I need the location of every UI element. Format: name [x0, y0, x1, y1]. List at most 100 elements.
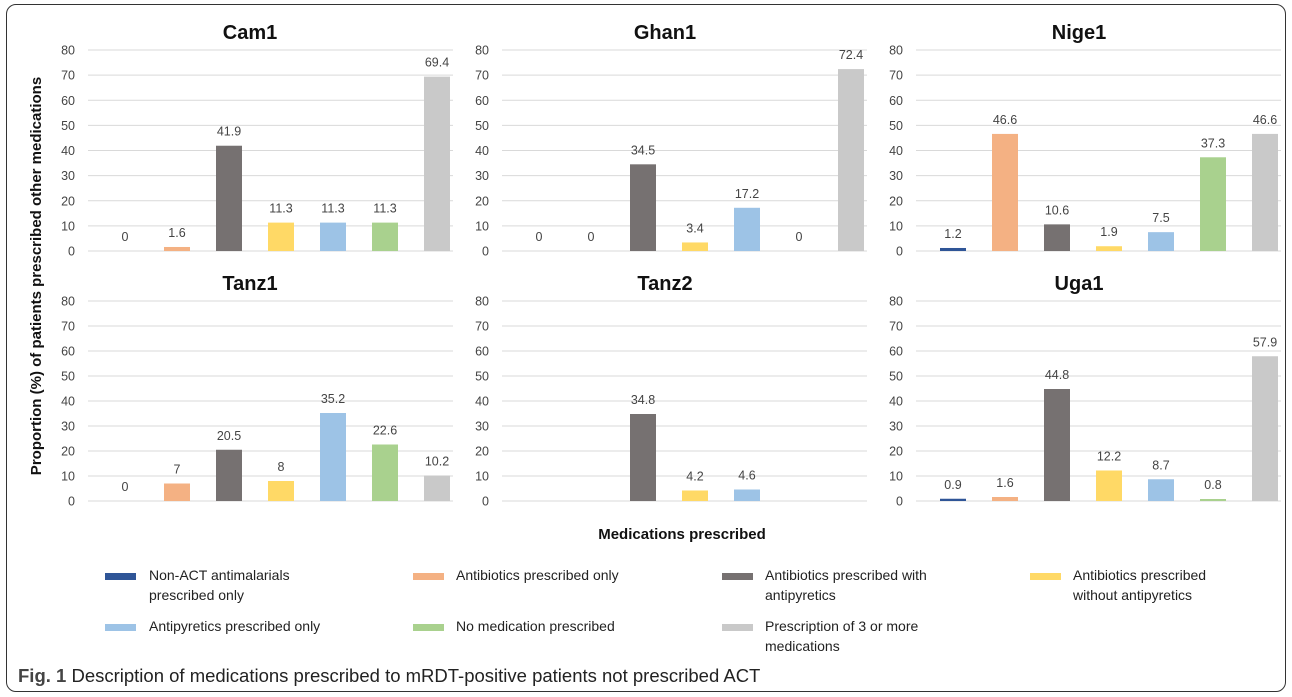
y-tick-label: 50	[889, 370, 903, 384]
y-tick-label: 30	[889, 420, 903, 434]
legend-swatch	[722, 573, 753, 580]
caption-label: Fig. 1	[18, 665, 67, 686]
data-label: 12.2	[1097, 450, 1121, 464]
data-label: 37.3	[1201, 136, 1225, 150]
y-tick-label: 70	[889, 69, 903, 83]
bar-cam1-6	[372, 222, 398, 251]
legend-label: Antibiotics prescribed only	[456, 567, 619, 583]
y-tick-label: 80	[475, 295, 489, 309]
data-label: 4.2	[686, 470, 703, 484]
data-label: 72.4	[839, 48, 863, 62]
data-label: 69.4	[425, 56, 449, 70]
y-tick-label: 50	[475, 370, 489, 384]
legend-swatch	[1030, 573, 1061, 580]
y-tick-label: 0	[482, 245, 489, 259]
y-tick-label: 80	[889, 44, 903, 58]
y-tick-label: 50	[61, 119, 75, 133]
legend-label: antipyretics	[765, 587, 836, 603]
bar-cam1-4	[268, 222, 294, 251]
y-tick-label: 0	[482, 495, 489, 509]
legend-label: Antipyretics prescribed only	[149, 618, 320, 634]
data-label: 1.6	[996, 476, 1013, 490]
bar-ghan1-7	[838, 69, 864, 251]
bar-tanz1-6	[372, 444, 398, 501]
data-label: 0.9	[944, 478, 961, 492]
y-tick-label: 70	[61, 320, 75, 334]
y-tick-label: 30	[475, 169, 489, 183]
y-tick-label: 10	[889, 470, 903, 484]
data-label: 20.5	[217, 429, 241, 443]
panel-title-uga1: Uga1	[1055, 273, 1104, 295]
data-label: 0.8	[1204, 478, 1221, 492]
y-tick-label: 70	[475, 69, 489, 83]
bar-uga1-1	[940, 498, 966, 501]
y-tick-label: 50	[889, 119, 903, 133]
legend-swatch	[105, 573, 136, 580]
y-tick-label: 10	[475, 470, 489, 484]
data-label: 34.5	[631, 143, 655, 157]
data-label: 4.6	[738, 469, 755, 483]
bar-ghan1-3	[630, 164, 656, 251]
y-tick-label: 10	[61, 219, 75, 233]
bar-cam1-5	[320, 222, 346, 251]
data-label: 0	[122, 230, 129, 244]
data-label: 44.8	[1045, 368, 1069, 382]
bar-tanz2-4	[682, 490, 708, 501]
y-tick-label: 10	[475, 219, 489, 233]
bar-tanz1-7	[424, 475, 450, 501]
panel-title-ghan1: Ghan1	[634, 22, 696, 44]
legend-swatch	[722, 624, 753, 631]
legend-label: Antibiotics prescribed with	[765, 567, 927, 583]
data-label: 0	[588, 230, 595, 244]
bar-uga1-2	[992, 497, 1018, 501]
bar-cam1-7	[424, 76, 450, 251]
y-tick-label: 60	[475, 345, 489, 359]
y-tick-label: 40	[889, 144, 903, 158]
data-label: 11.3	[321, 202, 344, 216]
panel-title-tanz1: Tanz1	[222, 273, 277, 295]
y-tick-label: 10	[889, 219, 903, 233]
data-label: 34.8	[631, 393, 655, 407]
data-label: 1.9	[1100, 225, 1117, 239]
y-tick-label: 40	[61, 144, 75, 158]
bar-nige1-2	[992, 133, 1018, 251]
y-tick-label: 70	[475, 320, 489, 334]
data-label: 8.7	[1152, 458, 1169, 472]
data-label: 11.3	[373, 202, 396, 216]
figure-caption: Fig. 1 Description of medications prescr…	[18, 665, 760, 687]
bar-tanz2-5	[734, 489, 760, 501]
y-tick-label: 60	[889, 345, 903, 359]
y-tick-label: 10	[61, 470, 75, 484]
y-tick-label: 20	[889, 194, 903, 208]
bar-tanz1-4	[268, 481, 294, 501]
bar-ghan1-4	[682, 242, 708, 251]
data-label: 35.2	[321, 392, 345, 406]
bar-uga1-3	[1044, 389, 1070, 501]
y-tick-label: 20	[889, 445, 903, 459]
data-label: 46.6	[993, 113, 1017, 127]
bar-ghan1-5	[734, 207, 760, 251]
y-tick-label: 30	[889, 169, 903, 183]
y-tick-label: 20	[61, 445, 75, 459]
y-tick-label: 40	[889, 395, 903, 409]
bar-tanz1-5	[320, 413, 346, 501]
data-label: 3.4	[686, 221, 703, 235]
y-tick-label: 0	[68, 495, 75, 509]
data-label: 0	[122, 480, 129, 494]
legend-label: Non-ACT antimalarials	[149, 567, 290, 583]
bar-cam1-3	[216, 145, 242, 251]
y-tick-label: 60	[61, 345, 75, 359]
data-label: 22.6	[373, 424, 397, 438]
y-tick-label: 40	[475, 395, 489, 409]
y-tick-label: 30	[61, 169, 75, 183]
data-label: 0	[796, 230, 803, 244]
data-label: 7	[174, 463, 181, 477]
y-tick-label: 60	[475, 94, 489, 108]
data-label: 46.6	[1253, 113, 1277, 127]
data-label: 7.5	[1152, 211, 1169, 225]
bar-nige1-4	[1096, 246, 1122, 251]
y-tick-label: 60	[889, 94, 903, 108]
bar-nige1-5	[1148, 232, 1174, 251]
y-tick-label: 30	[475, 420, 489, 434]
legend-label: Prescription of 3 or more	[765, 618, 918, 634]
